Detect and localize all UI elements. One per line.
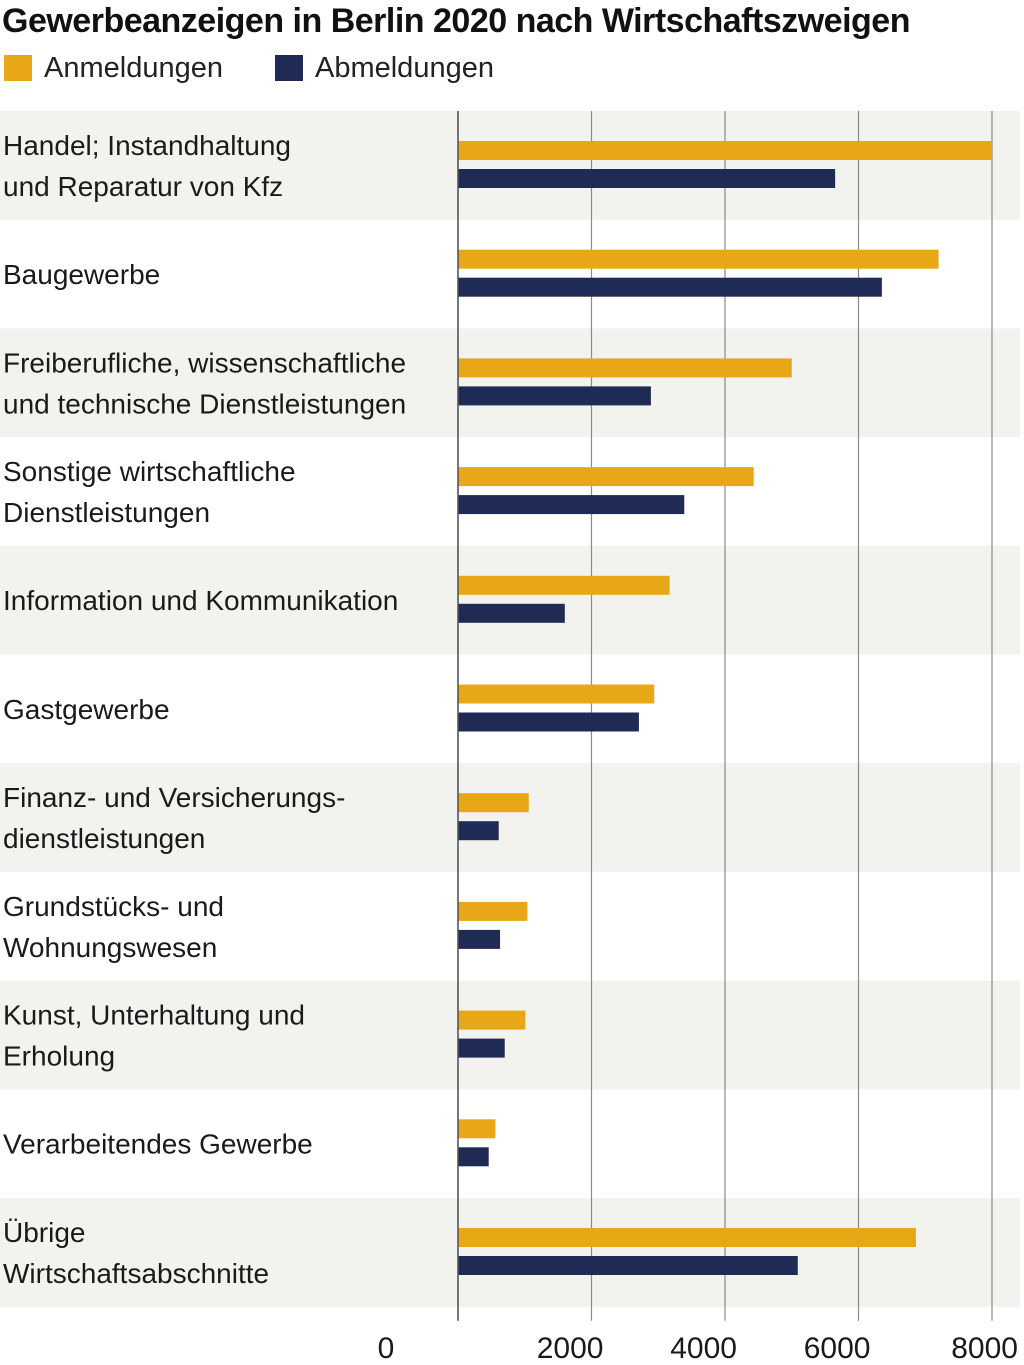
bar-abmeldungen-11	[458, 1256, 798, 1275]
legend-label-anmeldungen: Anmeldungen	[44, 51, 223, 84]
x-tick-label-2000: 2000	[537, 1332, 604, 1365]
bar-anmeldungen-11	[458, 1228, 916, 1247]
x-tick-label-8000: 8000	[951, 1332, 1018, 1365]
bar-anmeldungen-2	[458, 249, 939, 269]
category-label-5: Information und Kommunikation	[3, 585, 398, 616]
category-label-line: Dienstleistungen	[3, 497, 210, 528]
bar-abmeldungen-4	[458, 495, 685, 515]
bar-abmeldungen-8	[458, 929, 501, 949]
category-label-line: Information und Kommunikation	[3, 585, 398, 616]
category-label-line: Handel; Instandhaltung	[3, 130, 291, 161]
category-label-line: Finanz- und Versicherungs-	[3, 782, 345, 813]
bar-anmeldungen-7	[458, 793, 529, 813]
category-label-line: Verarbeitendes Gewerbe	[3, 1129, 313, 1160]
bar-abmeldungen-10	[458, 1147, 489, 1167]
bar-abmeldungen-3	[458, 386, 651, 406]
category-band-8	[0, 871, 1020, 982]
bar-abmeldungen-7	[458, 821, 499, 841]
bar-abmeldungen-2	[458, 277, 882, 297]
category-label-line: Übrige	[3, 1217, 85, 1248]
category-band-9	[0, 980, 1020, 1090]
bar-anmeldungen-9	[458, 1010, 526, 1030]
bar-abmeldungen-6	[458, 712, 639, 732]
legend: Anmeldungen Abmeldungen	[4, 50, 546, 86]
category-band-7	[0, 763, 1020, 873]
category-label-10: Verarbeitendes Gewerbe	[3, 1129, 313, 1160]
category-label-line: Sonstige wirtschaftliche	[3, 456, 296, 487]
category-label-line: Baugewerbe	[3, 259, 160, 290]
category-label-3: Freiberufliche, wissenschaftliche und tec…	[3, 347, 406, 419]
bar-abmeldungen-5	[458, 603, 565, 623]
category-band-10	[0, 1089, 1020, 1199]
category-label-line: dienstleistungen	[3, 823, 205, 854]
category-band-11	[0, 1198, 1020, 1308]
bar-anmeldungen-5	[458, 575, 670, 595]
category-label-6: Gastgewerbe	[3, 694, 170, 725]
category-band-3	[0, 328, 1020, 438]
category-band-2	[0, 219, 1020, 329]
bar-abmeldungen-9	[458, 1038, 505, 1058]
category-label-4: Sonstige wirtschaftliche Dienstleistungen	[3, 456, 296, 528]
bar-anmeldungen-6	[458, 684, 655, 704]
bar-anmeldungen-1	[458, 141, 992, 160]
legend-item-abmeldungen: Abmeldungen	[274, 51, 494, 85]
category-label-8: Grundstücks- und Wohnungswesen	[3, 891, 224, 963]
chart-title: Gewerbeanzeigen in Berlin 2020 nach Wirt…	[2, 2, 910, 40]
category-label-11: Übrige Wirtschaftsabschnitte	[3, 1217, 269, 1289]
category-label-line: Freiberufliche, wissenschaftliche	[3, 347, 406, 378]
x-tick-label-0: 0	[378, 1332, 395, 1365]
category-label-line: und Reparatur von Kfz	[3, 171, 283, 202]
category-label-line: Gastgewerbe	[3, 694, 170, 725]
category-label-9: Kunst, Unterhaltung und Erholung	[3, 999, 305, 1071]
category-label-2: Baugewerbe	[3, 259, 160, 290]
category-label-line: Wirtschaftsabschnitte	[3, 1258, 269, 1289]
category-label-line: Kunst, Unterhaltung und	[3, 999, 305, 1030]
legend-swatch-abmeldungen	[274, 55, 303, 81]
category-band-4	[0, 437, 1020, 547]
legend-label-abmeldungen: Abmeldungen	[314, 51, 494, 84]
bar-anmeldungen-3	[458, 358, 792, 378]
bar-anmeldungen-4	[458, 467, 754, 487]
bar-abmeldungen-1	[458, 169, 836, 188]
bar-anmeldungen-10	[458, 1119, 496, 1139]
category-band-1	[0, 111, 1020, 221]
legend-swatch-anmeldungen	[4, 55, 32, 81]
category-label-line: Wohnungswesen	[3, 932, 217, 963]
category-band-5	[0, 545, 1020, 655]
category-label-1: Handel; Instandhaltung und Reparatur von …	[3, 130, 291, 202]
category-label-7: Finanz- und Versicherungs-dienstleistung…	[3, 782, 345, 854]
legend-item-anmeldungen: Anmeldungen	[4, 52, 223, 85]
category-label-line: Grundstücks- und	[3, 891, 224, 922]
x-tick-label-4000: 4000	[670, 1332, 737, 1365]
x-tick-label-6000: 6000	[804, 1332, 871, 1365]
category-band-6	[0, 654, 1020, 764]
category-label-line: Erholung	[3, 1040, 115, 1071]
category-label-line: und technische Dienstleistungen	[3, 388, 406, 419]
bar-anmeldungen-8	[458, 901, 528, 921]
